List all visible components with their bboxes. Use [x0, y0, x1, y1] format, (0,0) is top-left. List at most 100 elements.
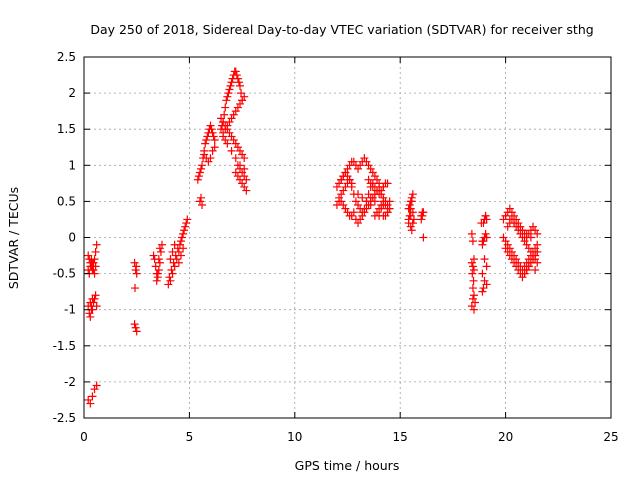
data-point — [166, 276, 175, 285]
data-point — [235, 81, 244, 90]
y-tick-label: -2 — [64, 375, 76, 389]
data-point — [360, 204, 369, 213]
data-point — [183, 215, 192, 224]
data-point — [349, 208, 358, 217]
data-point — [510, 219, 519, 228]
data-point — [231, 67, 240, 76]
data-point — [407, 226, 416, 235]
data-point — [408, 190, 417, 199]
data-point — [92, 381, 101, 390]
data-point — [198, 161, 207, 170]
data-point — [227, 146, 236, 155]
data-point — [482, 233, 491, 242]
data-point — [514, 222, 523, 231]
data-point — [195, 168, 204, 177]
data-point — [176, 237, 185, 246]
data-point — [482, 215, 491, 224]
data-point — [242, 186, 251, 195]
y-tick-label: 2.5 — [57, 50, 76, 64]
data-point — [370, 197, 379, 206]
data-point — [379, 197, 388, 206]
data-point — [202, 136, 211, 145]
data-point — [347, 179, 356, 188]
x-tick-label: 10 — [287, 430, 302, 444]
data-point — [417, 211, 426, 220]
data-point — [222, 96, 231, 105]
data-point — [181, 222, 190, 231]
y-tick-label: -2.5 — [53, 411, 76, 425]
y-tick-label: -0.5 — [53, 267, 76, 281]
data-point — [131, 284, 140, 293]
data-point — [87, 255, 96, 264]
data-point — [419, 233, 428, 242]
data-point — [366, 201, 375, 210]
data-point — [242, 175, 251, 184]
data-point — [468, 294, 477, 303]
data-point — [467, 229, 476, 238]
data-point — [132, 262, 141, 271]
data-point — [92, 240, 101, 249]
x-tick-label: 25 — [603, 430, 618, 444]
x-tick-label: 0 — [80, 430, 88, 444]
data-point — [407, 197, 416, 206]
data-point — [179, 244, 188, 253]
data-point — [368, 182, 377, 191]
data-point — [232, 71, 241, 80]
data-point — [375, 186, 384, 195]
data-point — [468, 284, 477, 293]
data-point — [91, 262, 100, 271]
data-point — [86, 399, 95, 408]
data-point — [196, 193, 205, 202]
y-tick-label: 0.5 — [57, 194, 76, 208]
data-point — [469, 265, 478, 274]
data-point — [518, 226, 527, 235]
data-point — [468, 262, 477, 271]
data-point — [366, 193, 375, 202]
data-point — [533, 258, 542, 267]
x-tick-label: 5 — [186, 430, 194, 444]
data-point — [153, 269, 162, 278]
data-point — [156, 247, 165, 256]
y-tick-label: -1.5 — [53, 339, 76, 353]
data-point — [180, 226, 189, 235]
data-point — [379, 211, 388, 220]
data-point — [154, 265, 163, 274]
y-tick-label: 1.5 — [57, 122, 76, 136]
data-point — [194, 172, 203, 181]
y-tick-label: 2 — [68, 86, 76, 100]
x-axis-ticks: 0 5 10 15 20 25 — [80, 57, 619, 444]
data-point — [467, 302, 476, 311]
data-point — [176, 251, 185, 260]
data-point — [533, 229, 542, 238]
data-point — [155, 258, 164, 267]
data-point — [362, 197, 371, 206]
data-point — [166, 255, 175, 264]
data-point — [240, 154, 249, 163]
data-point — [168, 247, 177, 256]
data-point — [196, 164, 205, 173]
data-point — [206, 154, 215, 163]
y-tick-label: -1 — [64, 303, 76, 317]
data-point — [231, 154, 240, 163]
data-point — [193, 175, 202, 184]
data-point — [152, 276, 161, 285]
data-point — [170, 240, 179, 249]
data-point — [88, 294, 97, 303]
data-point — [224, 89, 233, 98]
data-point — [408, 219, 417, 228]
data-point — [370, 190, 379, 199]
data-point — [469, 291, 478, 300]
data-point — [234, 78, 243, 87]
data-point — [418, 208, 427, 217]
data-point — [209, 132, 218, 141]
data-point — [383, 179, 392, 188]
data-point — [227, 78, 236, 87]
data-point — [131, 265, 140, 274]
data-point — [533, 240, 542, 249]
data-point — [479, 284, 488, 293]
data-point — [132, 269, 141, 278]
data-point — [358, 193, 367, 202]
data-point — [379, 182, 388, 191]
data-point — [165, 273, 174, 282]
data-point — [481, 211, 490, 220]
